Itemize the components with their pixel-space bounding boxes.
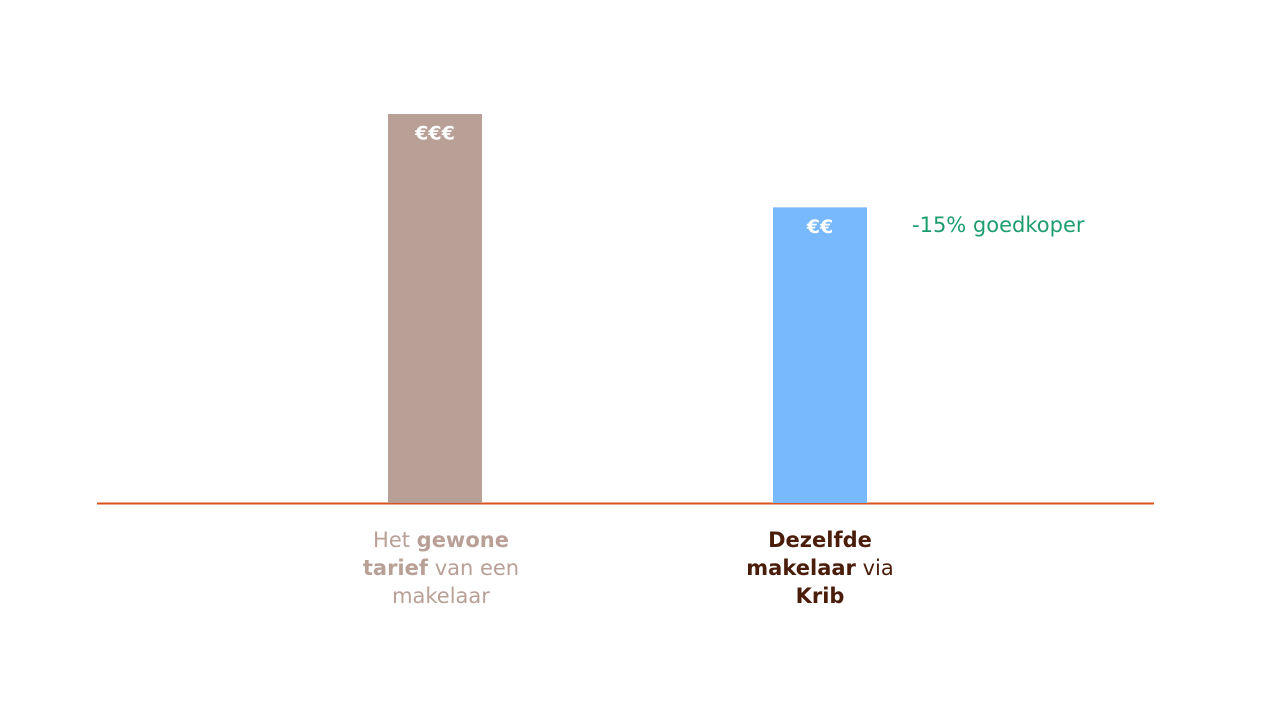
value-label: €€€ (414, 123, 455, 145)
annotation: -15% goedkoper (912, 213, 1085, 237)
label-segment: van een makelaar (392, 556, 526, 608)
label-segment: Krib (795, 584, 845, 608)
label-segment: Het (373, 528, 417, 552)
bar (388, 114, 482, 503)
bar (773, 207, 867, 504)
category-label: Dezelfde makelaar via Krib (735, 526, 905, 610)
label-segment: via (855, 556, 901, 580)
label-segment: gewone tarief (362, 528, 517, 580)
value-label: €€ (806, 216, 833, 238)
category-label: Het gewone tarief van een makelaar (356, 526, 526, 610)
label-segment: Dezelfde makelaar (746, 528, 880, 580)
